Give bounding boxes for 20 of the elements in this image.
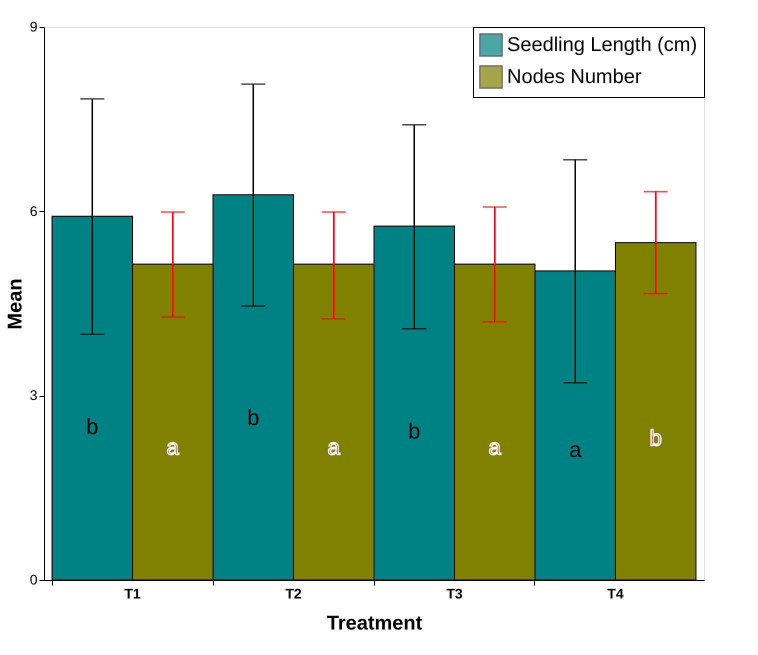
y-axis-title: Mean xyxy=(4,278,27,330)
data-label: a xyxy=(488,434,502,460)
data-label: a xyxy=(166,434,180,460)
y-tick-label: 3 xyxy=(30,387,38,404)
data-label: b xyxy=(247,405,260,430)
y-tick-label: 9 xyxy=(30,18,38,34)
y-tick-label: 6 xyxy=(30,202,38,219)
x-tick-label: T3 xyxy=(446,586,463,602)
data-label: b xyxy=(408,418,420,444)
legend-label: Nodes Number xyxy=(507,66,642,88)
x-tick-label: T4 xyxy=(607,586,624,602)
data-label: a xyxy=(328,434,341,460)
y-tick-label: 0 xyxy=(30,572,38,588)
x-tick-label: T1 xyxy=(124,586,141,602)
data-label: b xyxy=(86,414,98,440)
data-label: a xyxy=(569,437,582,462)
data-label: b xyxy=(650,425,662,450)
x-tick-label: T2 xyxy=(285,586,302,602)
legend-label: Seedling Length (cm) xyxy=(507,34,698,56)
x-axis-title: Treatment xyxy=(326,612,423,634)
